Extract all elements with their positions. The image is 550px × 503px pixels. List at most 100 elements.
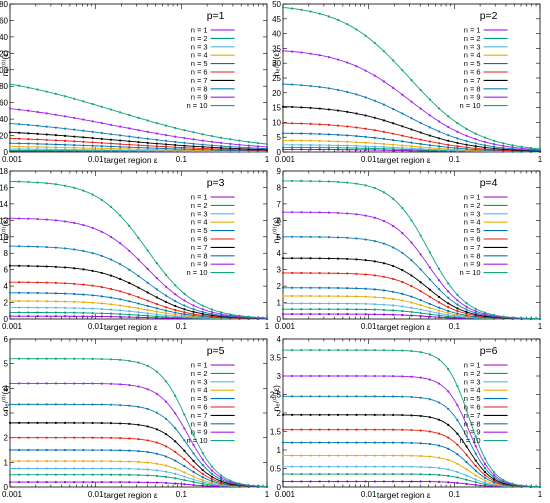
data-point-n8 bbox=[183, 304, 186, 307]
data-point-n5 bbox=[137, 146, 140, 149]
data-point-n3 bbox=[346, 302, 349, 305]
data-point-n7 bbox=[36, 421, 39, 424]
data-point-n8 bbox=[336, 236, 340, 239]
legend-label-n6: n = 6 bbox=[191, 235, 208, 244]
data-point-n5 bbox=[318, 286, 321, 289]
data-point-n6 bbox=[137, 144, 140, 147]
data-point-n7 bbox=[91, 269, 94, 272]
data-point-n8 bbox=[437, 130, 441, 133]
data-point-n6 bbox=[410, 136, 413, 139]
data-point-n8 bbox=[364, 395, 367, 398]
data-point-n5 bbox=[437, 444, 441, 447]
legend-label-n4: n = 4 bbox=[191, 218, 208, 227]
data-point-n7 bbox=[73, 267, 76, 270]
data-point-n5 bbox=[327, 133, 330, 136]
data-point-n10 bbox=[137, 361, 140, 364]
data-point-n8 bbox=[91, 403, 94, 406]
data-point-n6 bbox=[428, 430, 431, 433]
data-point-n6 bbox=[428, 140, 431, 143]
data-point-n6 bbox=[364, 273, 367, 276]
legend-label-n3: n = 3 bbox=[464, 42, 481, 51]
data-point-n2 bbox=[355, 146, 358, 150]
data-point-n8 bbox=[109, 258, 113, 261]
data-point-n5 bbox=[137, 302, 140, 305]
data-point-n10 bbox=[447, 115, 450, 118]
data-point-n8 bbox=[155, 288, 158, 291]
data-point-n5 bbox=[174, 311, 177, 314]
data-point-n1 bbox=[146, 316, 149, 319]
data-point-n10 bbox=[493, 471, 496, 474]
data-point-n7 bbox=[318, 413, 321, 416]
data-point-n8 bbox=[54, 403, 57, 406]
data-point-n5 bbox=[373, 288, 376, 291]
data-point-n2 bbox=[146, 314, 149, 317]
data-point-n2 bbox=[382, 472, 386, 476]
data-point-n3 bbox=[281, 302, 285, 305]
data-point-n4 bbox=[392, 143, 395, 146]
data-point-n5 bbox=[91, 144, 94, 147]
data-point-n7 bbox=[373, 116, 376, 119]
data-point-n10 bbox=[220, 474, 223, 477]
data-point-n3 bbox=[336, 144, 340, 147]
y-axis-label: nₑₗ⁽⁰⁾(ε) bbox=[271, 50, 281, 76]
data-point-n10 bbox=[229, 479, 232, 482]
data-point-n9 bbox=[428, 114, 431, 117]
y-tick-label: 0 bbox=[4, 315, 9, 324]
data-point-n10 bbox=[346, 181, 349, 184]
data-point-n8 bbox=[291, 235, 294, 238]
data-point-n7 bbox=[401, 413, 404, 417]
data-point-n5 bbox=[355, 287, 358, 290]
legend-label-n9: n = 9 bbox=[191, 260, 208, 269]
data-point-n6 bbox=[192, 312, 195, 316]
data-point-n5 bbox=[410, 441, 413, 444]
data-point-n1 bbox=[8, 480, 12, 484]
data-point-n10 bbox=[82, 100, 85, 103]
data-point-n8 bbox=[309, 395, 312, 398]
data-point-n10 bbox=[483, 457, 487, 460]
data-point-n8 bbox=[82, 249, 85, 253]
data-point-n1 bbox=[128, 481, 131, 484]
data-point-n9 bbox=[36, 382, 39, 385]
data-point-n5 bbox=[401, 292, 404, 295]
data-point-n8 bbox=[456, 137, 459, 140]
data-point-n7 bbox=[18, 421, 21, 424]
data-point-n10 bbox=[265, 485, 269, 488]
data-point-n5 bbox=[437, 145, 441, 148]
data-point-n9 bbox=[100, 121, 103, 125]
data-point-n10 bbox=[45, 357, 48, 360]
data-point-n4 bbox=[318, 454, 321, 457]
data-point-n10 bbox=[327, 349, 330, 352]
data-point-n8 bbox=[465, 140, 468, 143]
data-point-n2 bbox=[18, 473, 21, 476]
data-point-n4 bbox=[63, 300, 67, 303]
data-point-n9 bbox=[63, 115, 67, 118]
data-point-n10 bbox=[210, 134, 214, 138]
data-point-n7 bbox=[447, 423, 450, 426]
data-point-n3 bbox=[465, 474, 468, 477]
data-point-n4 bbox=[419, 303, 422, 307]
data-point-n7 bbox=[63, 266, 67, 269]
data-point-n3 bbox=[346, 144, 349, 147]
data-point-n4 bbox=[281, 294, 285, 298]
data-point-n10 bbox=[201, 133, 204, 136]
data-point-n10 bbox=[318, 349, 321, 352]
data-point-n7 bbox=[355, 413, 358, 416]
data-point-n9 bbox=[281, 49, 285, 52]
data-point-n1 bbox=[401, 480, 404, 483]
data-point-n4 bbox=[137, 148, 140, 151]
data-point-n6 bbox=[318, 428, 321, 431]
data-point-n8 bbox=[364, 238, 367, 241]
data-point-n3 bbox=[36, 148, 39, 151]
data-point-n10 bbox=[238, 139, 241, 142]
data-point-n1 bbox=[91, 315, 94, 318]
data-point-n8 bbox=[192, 308, 195, 311]
data-point-n9 bbox=[45, 112, 48, 115]
data-point-n6 bbox=[336, 124, 340, 127]
data-point-n5 bbox=[8, 291, 12, 294]
plot-frame bbox=[282, 3, 541, 153]
data-point-n10 bbox=[437, 358, 441, 361]
data-point-n2 bbox=[73, 311, 76, 314]
data-point-n1 bbox=[73, 480, 76, 484]
data-point-n10 bbox=[164, 273, 168, 277]
data-point-n5 bbox=[364, 135, 367, 138]
